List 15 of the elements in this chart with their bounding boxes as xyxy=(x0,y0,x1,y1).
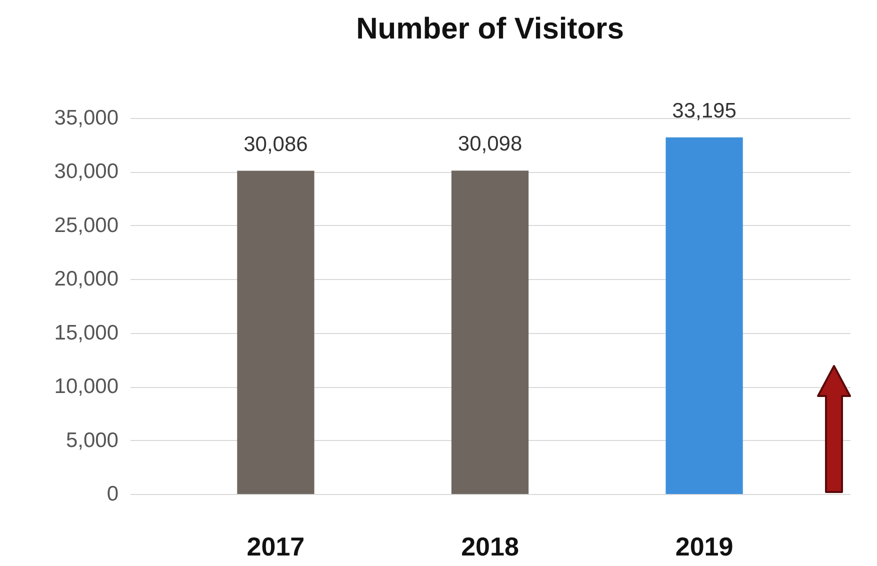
y-tick-label: 10,000 xyxy=(54,375,118,398)
y-tick-label: 15,000 xyxy=(54,321,118,344)
data-label: 33,195 xyxy=(672,99,736,122)
y-tick-label: 5,000 xyxy=(66,428,118,452)
x-tick-label: 2018 xyxy=(461,532,519,562)
x-tick-label: 2019 xyxy=(675,532,734,562)
chart-title: Number of Visitors xyxy=(356,12,624,46)
y-tick-label: 30,000 xyxy=(54,160,118,184)
data-label: 30,086 xyxy=(244,132,308,156)
y-tick-label: 35,000 xyxy=(54,106,118,130)
y-tick-label: 0 xyxy=(106,482,118,506)
y-tick-label: 25,000 xyxy=(54,214,118,237)
data-label: 30,098 xyxy=(458,132,522,156)
y-tick-label: 20,000 xyxy=(54,268,118,291)
x-tick-label: 2017 xyxy=(246,532,305,562)
